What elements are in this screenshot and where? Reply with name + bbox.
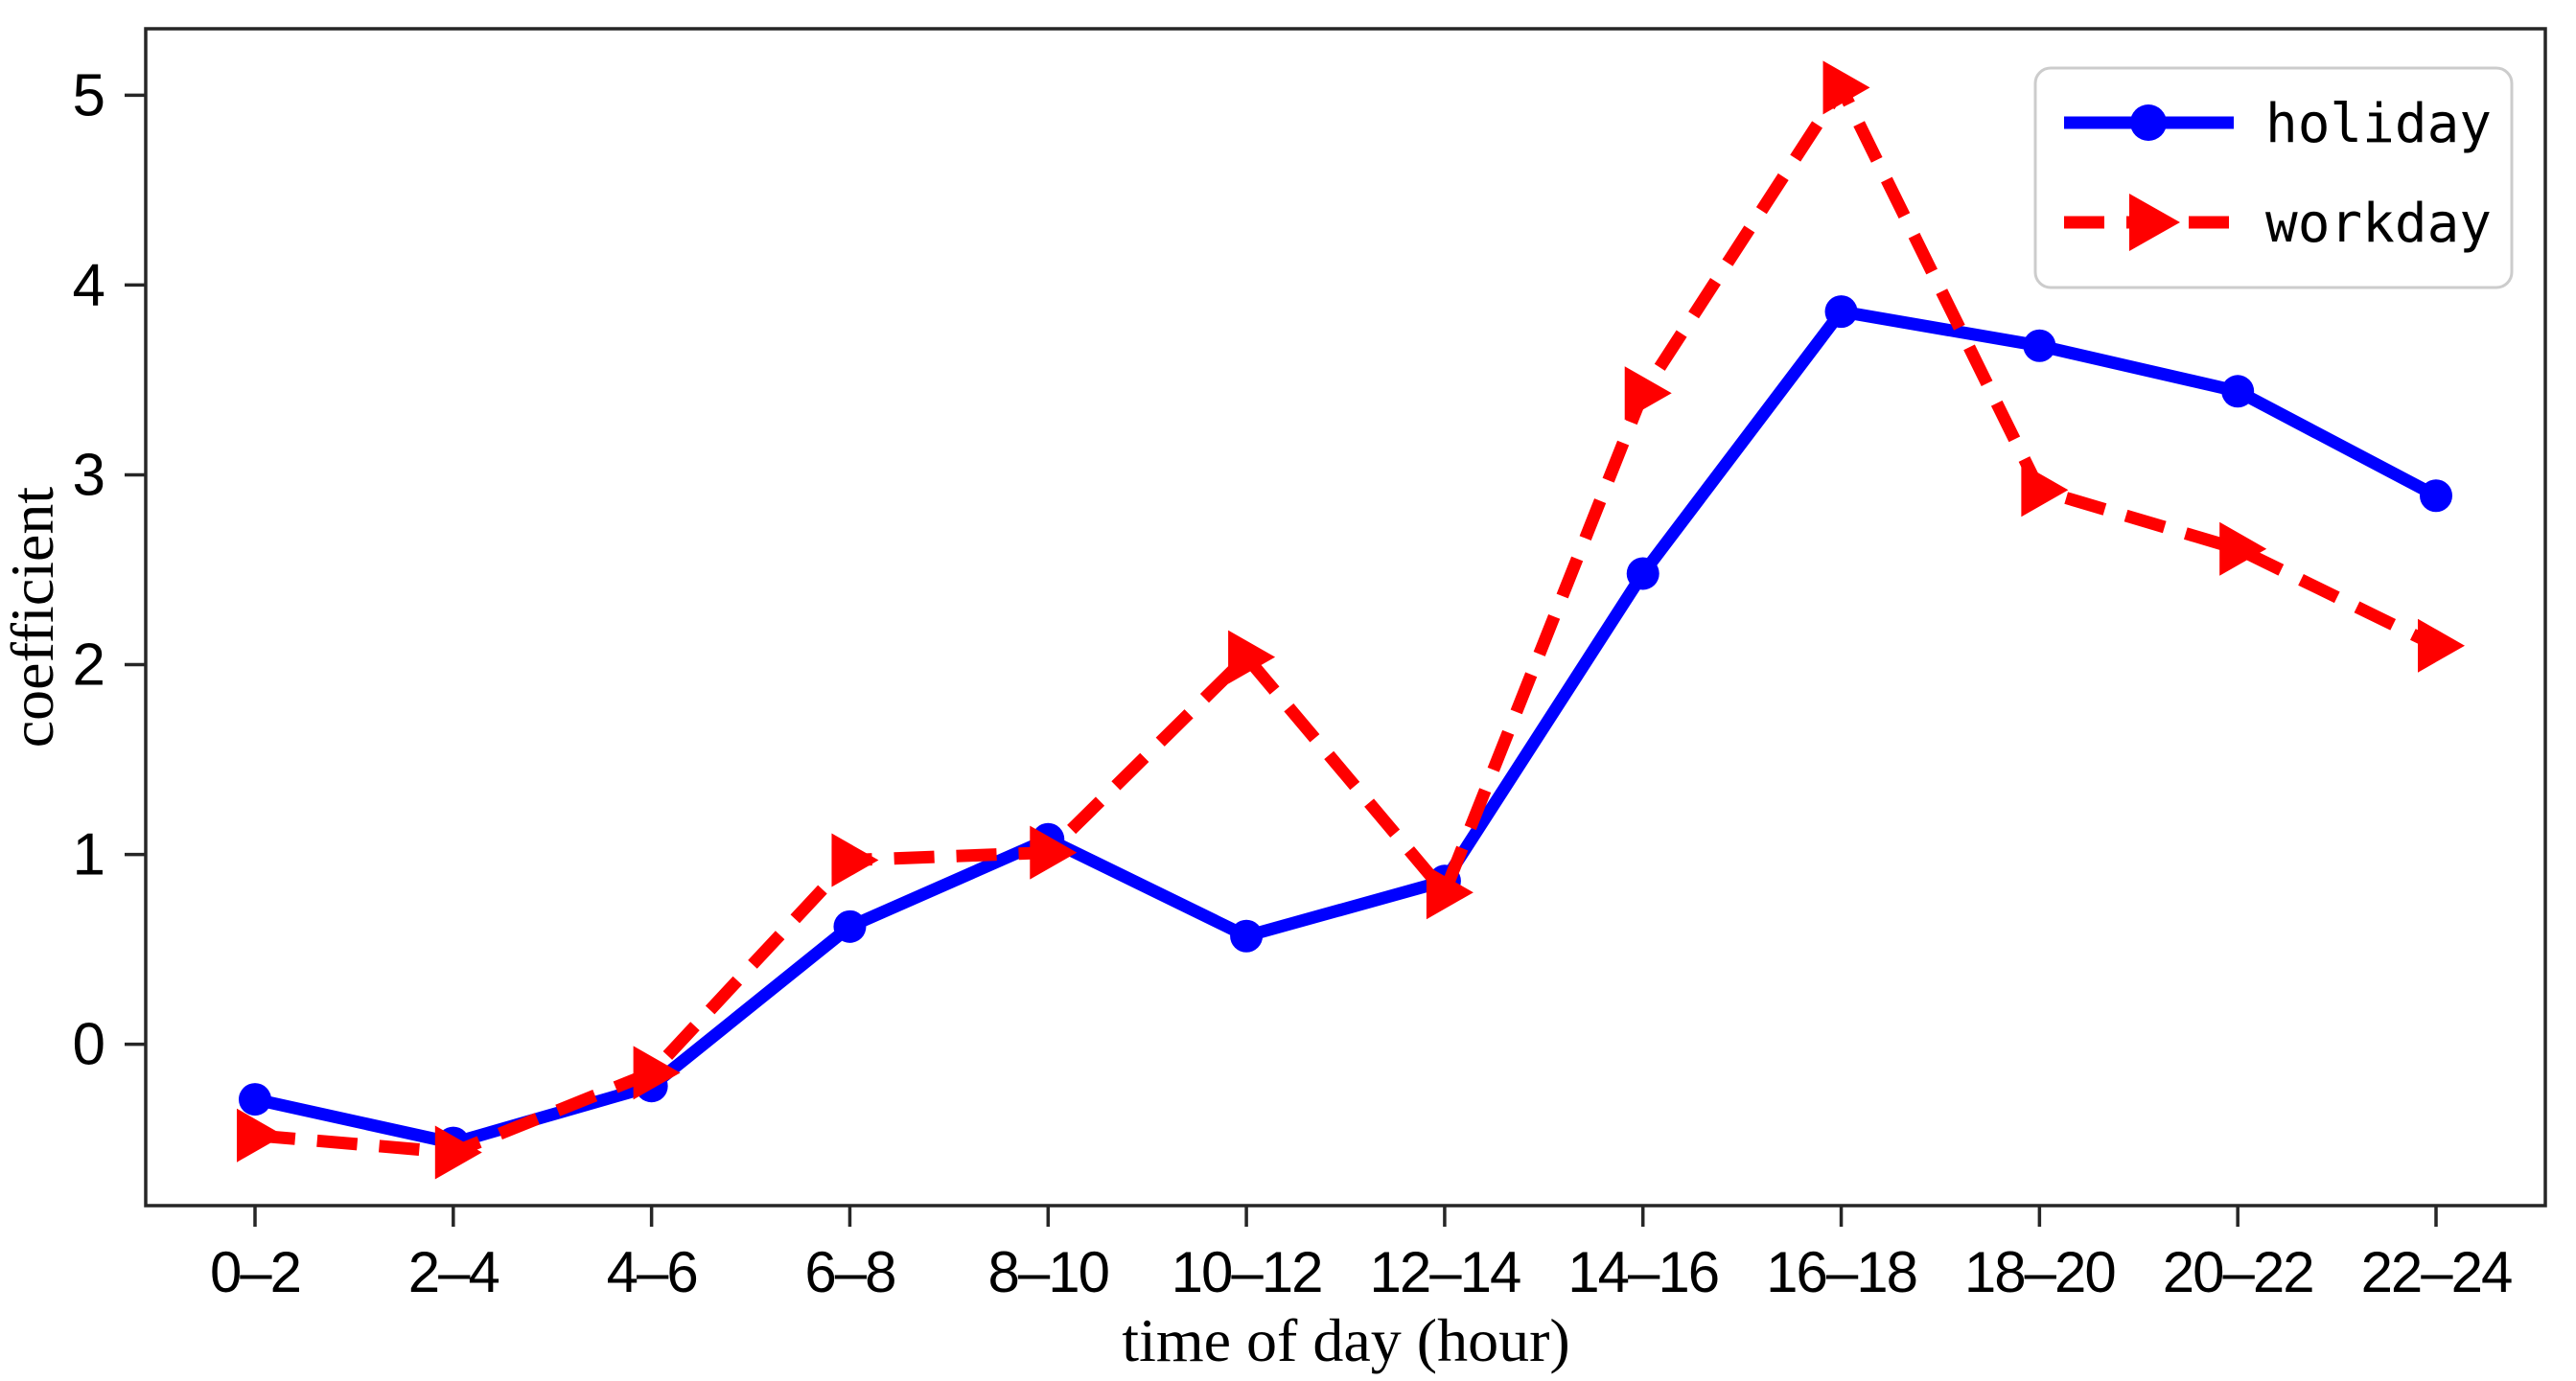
- y-tick-label: 3: [73, 442, 105, 508]
- x-tick-label: 22–24: [2361, 1240, 2512, 1304]
- x-tick-label: 2–4: [408, 1240, 499, 1304]
- y-tick-label: 4: [73, 252, 105, 318]
- legend-item-holiday: holiday: [2064, 93, 2492, 155]
- x-tick-label: 8–10: [988, 1240, 1109, 1304]
- x-tick-label: 16–18: [1766, 1240, 1916, 1304]
- data-point-holiday: [239, 1083, 271, 1116]
- x-tick-label: 10–12: [1172, 1240, 1322, 1304]
- data-point-workday: [1624, 366, 1672, 421]
- series-line-holiday: [253, 305, 2440, 1150]
- x-tick-label: 0–2: [210, 1240, 300, 1304]
- x-axis-label: time of day (hour): [1122, 1306, 1569, 1374]
- data-point-holiday: [1626, 557, 1659, 590]
- legend: holiday workday: [2033, 66, 2514, 289]
- data-point-workday: [633, 1046, 681, 1100]
- data-point-holiday: [833, 909, 867, 943]
- x-tick-label: 14–16: [1567, 1240, 1718, 1304]
- x-tick-label: 20–22: [2163, 1240, 2313, 1304]
- data-point-workday: [2418, 618, 2465, 673]
- x-tick-label: 18–20: [1964, 1240, 2115, 1304]
- plot-border: [144, 27, 2547, 1208]
- data-point-holiday: [1824, 295, 1858, 329]
- y-tick-label: 1: [73, 822, 105, 888]
- data-point-holiday: [2023, 329, 2056, 362]
- data-point-holiday: [2221, 375, 2255, 408]
- plot-series-layer: [237, 60, 2465, 1180]
- legend-label-workday: workday: [2265, 193, 2492, 255]
- data-point-workday: [1426, 865, 1474, 920]
- data-point-workday: [2021, 463, 2069, 518]
- data-point-workday: [1822, 60, 1870, 115]
- y-axis-label: coefficient: [0, 487, 66, 748]
- series-line-workday: [254, 75, 2439, 1160]
- x-tick-label: 4–6: [607, 1240, 697, 1304]
- y-tick-label: 0: [73, 1012, 105, 1078]
- legend-item-workday: workday: [2064, 193, 2492, 255]
- y-tick-label: 2: [73, 633, 105, 699]
- legend-label-holiday: holiday: [2265, 93, 2492, 155]
- data-point-workday: [831, 833, 879, 887]
- x-tick-label: 12–14: [1369, 1240, 1520, 1304]
- y-tick-label: 5: [73, 62, 105, 128]
- legend-sample-triangle-marker-icon: [2129, 194, 2180, 251]
- legend-sample-circle-marker-icon: [2130, 104, 2167, 141]
- data-point-holiday: [1230, 919, 1264, 953]
- data-point-workday: [2219, 521, 2267, 576]
- x-tick-label: 6–8: [804, 1240, 894, 1304]
- data-point-workday: [1228, 630, 1276, 684]
- data-point-workday: [1030, 825, 1078, 880]
- data-point-workday: [237, 1108, 284, 1162]
- data-point-workday: [434, 1125, 482, 1180]
- data-point-holiday: [2420, 479, 2452, 513]
- axis-ticks-layer: 0 1 2 3 4 5 0–2 2–4 4–6 6–8 8–10 10–12 12–14 14–16 16–…: [73, 62, 2515, 1304]
